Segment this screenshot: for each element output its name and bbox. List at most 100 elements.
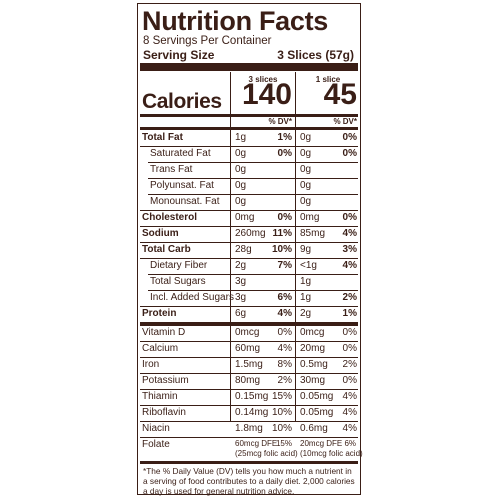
medium-divider	[140, 114, 358, 117]
amount-1-slice: 0.05mg	[300, 391, 334, 402]
thick-divider-top	[140, 63, 358, 71]
nutrient-row: Vitamin D 0mcg 0% 0mcg 0%	[140, 325, 358, 341]
amount-1-slice: 9g	[300, 244, 312, 255]
amount-3-slices: 1.8mg	[235, 423, 263, 434]
amount-1-slice: 0.6mg	[300, 423, 328, 434]
amount-1-slice: 2g	[300, 308, 312, 319]
pct-dv-header-2: % DV*	[333, 117, 357, 126]
thick-divider-calories	[140, 127, 358, 130]
folic-acid-3-slices: (25mcg folic acid)	[235, 449, 298, 458]
amount-3-slices: 60mg	[235, 343, 261, 354]
amount-1-slice: 0.05mg	[300, 407, 334, 418]
amount-1-slice: 0g	[300, 164, 312, 175]
row-divider	[140, 258, 358, 259]
row-divider	[140, 341, 358, 342]
nutrient-name: Iron	[142, 359, 160, 370]
amount-1-slice: 20mg	[300, 343, 326, 354]
pct-dv-3-slices: 7%	[277, 260, 292, 271]
nutrient-row: Trans Fat 0g 0g	[140, 162, 358, 178]
nutrient-name: Protein	[142, 308, 177, 319]
row-divider	[140, 421, 358, 422]
amount-1-slice: 1g	[300, 292, 312, 303]
nutrient-name: Monounsat. Fat	[150, 196, 220, 207]
pct-dv-1-slice: 4%	[342, 260, 357, 271]
pct-dv-3-slices: 8%	[277, 359, 292, 370]
amount-1-slice: 0g	[300, 148, 312, 159]
pct-dv-3-slices: 10%	[271, 423, 292, 434]
row-divider	[148, 162, 358, 163]
pct-dv-3-slices: 0%	[277, 327, 292, 338]
serving-size-value: 3 Slices (57g)	[277, 48, 354, 62]
row-divider	[148, 194, 358, 195]
pct-dv-1-slice: 0%	[342, 212, 357, 223]
nutrient-name: Potassium	[142, 375, 189, 386]
nutrient-name: Cholesterol	[142, 212, 198, 223]
serving-size-label: Serving Size	[143, 48, 215, 62]
amount-1-slice: 20mcg DFE	[300, 439, 343, 448]
amount-1-slice: 1g	[300, 276, 312, 287]
amount-3-slices: 1.5mg	[235, 359, 263, 370]
row-divider	[140, 357, 358, 358]
nutrient-row: Calcium 60mg 4% 20mg 0%	[140, 341, 358, 357]
nutrient-name: Dietary Fiber	[150, 260, 208, 271]
pct-dv-3-slices: 15%	[271, 391, 292, 402]
nutrient-row: Monounsat. Fat 0g 0g	[140, 194, 358, 210]
amount-3-slices: 3g	[235, 292, 247, 303]
nutrient-row: Total Carb 28g 10% 9g 3%	[140, 242, 358, 258]
amount-1-slice: 0mg	[300, 212, 320, 223]
pct-dv-1-slice: 0%	[342, 343, 357, 354]
pct-dv-3-slices: 6%	[277, 292, 292, 303]
pct-dv-1-slice: 4%	[342, 228, 357, 239]
nutrient-name: Total Carb	[142, 244, 191, 255]
nutrient-name: Folate	[142, 439, 170, 450]
amount-3-slices: 0g	[235, 164, 247, 175]
label-title: Nutrition Facts	[142, 6, 329, 36]
row-divider	[140, 226, 358, 227]
amount-3-slices: 1g	[235, 132, 247, 143]
nutrient-row: Incl. Added Sugars 3g 6% 1g 2%	[140, 290, 358, 306]
amount-3-slices: 60mcg DFE	[235, 439, 278, 448]
amount-3-slices: 0g	[235, 196, 247, 207]
row-divider	[140, 373, 358, 374]
nutrient-row: Sodium 260mg 11% 85mg 4%	[140, 226, 358, 242]
thick-divider-bottom	[140, 461, 358, 464]
nutrient-row: Cholesterol 0mg 0% 0mg 0%	[140, 210, 358, 226]
pct-dv-1-slice: 0%	[342, 132, 357, 143]
nutrient-name: Trans Fat	[150, 164, 193, 175]
servings-per-container: 8 Servings Per Container	[143, 35, 272, 47]
nutrient-name: Calcium	[142, 343, 179, 354]
pct-dv-1-slice: 4%	[342, 391, 357, 402]
calories-value-3-slices: 140	[241, 78, 292, 111]
folic-acid-1-slice: (10mcg folic acid)	[300, 449, 363, 458]
pct-dv-3-slices: 15%	[275, 439, 292, 448]
row-divider	[148, 290, 358, 291]
row-divider	[140, 242, 358, 243]
pct-dv-1-slice: 0%	[342, 327, 357, 338]
pct-dv-1-slice: 2%	[342, 292, 357, 303]
row-divider	[140, 146, 358, 147]
column-header-3-slices: 3 slices	[248, 75, 278, 84]
row-divider	[148, 178, 358, 179]
row-divider	[140, 437, 358, 438]
amount-3-slices: 0.14mg	[235, 407, 269, 418]
pct-dv-3-slices: 10%	[271, 407, 292, 418]
amount-3-slices: 0mcg	[235, 327, 260, 338]
pct-dv-1-slice: 4%	[342, 407, 357, 418]
pct-dv-1-slice: 3%	[342, 244, 357, 255]
nutrient-row: Thiamin 0.15mg 15% 0.05mg 4%	[140, 389, 358, 405]
nutrient-name: Riboflavin	[142, 407, 186, 418]
pct-dv-3-slices: 2%	[277, 375, 292, 386]
nutrient-row: Dietary Fiber 2g 7% <1g 4%	[140, 258, 358, 274]
amount-3-slices: 0g	[235, 148, 247, 159]
row-divider	[140, 306, 358, 307]
amount-3-slices: 80mg	[235, 375, 261, 386]
pct-dv-1-slice: 0%	[342, 375, 357, 386]
nutrient-name: Vitamin D	[142, 327, 186, 338]
nutrient-name: Incl. Added Sugars	[150, 292, 234, 303]
nutrient-row: Folate 60mcg DFE 15% 20mcg DFE 6% (25mcg foli…	[140, 437, 363, 458]
pct-dv-1-slice: 6%	[344, 439, 356, 448]
amount-3-slices: 0mg	[235, 212, 255, 223]
calories-label: Calories	[142, 90, 222, 113]
amount-1-slice: 0g	[300, 196, 312, 207]
column-separator-1	[230, 72, 231, 422]
